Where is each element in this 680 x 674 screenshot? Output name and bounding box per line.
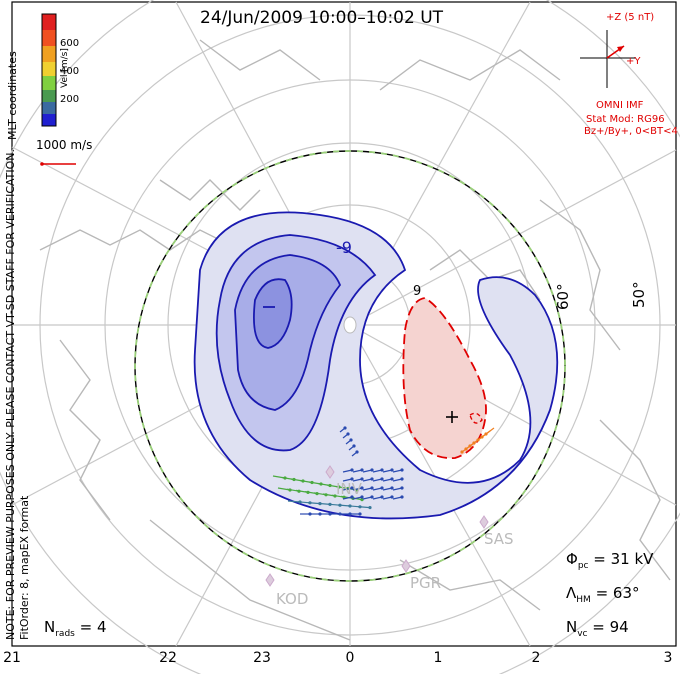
hm-boundary-green	[134, 150, 566, 582]
velocity-vector-origin	[350, 495, 354, 499]
velocity-vector-origin	[460, 450, 464, 454]
velocity-vector-origin	[370, 486, 374, 490]
colorbar-tick-200: 200	[60, 94, 80, 105]
lat-label-50: 50°	[630, 281, 648, 308]
velocity-vector-origin	[468, 444, 472, 448]
velocity-vector-origin	[370, 495, 374, 499]
n-rads-stat: Nrads = 4	[44, 618, 107, 639]
velocity-vector-origin	[346, 432, 350, 436]
phi-pc-stat: Φpc = 31 kV	[566, 550, 654, 571]
plot-border	[11, 1, 677, 647]
imf-condition: Bz+/By+, 0<BT<4	[584, 126, 678, 137]
mlt-tick-3: 3	[663, 650, 673, 666]
imf-clock	[580, 30, 636, 88]
velocity-colorbar	[41, 13, 57, 127]
velocity-vector-origin	[472, 441, 476, 445]
velocity-vector-origin	[350, 468, 354, 472]
velocity-vector-origin	[380, 468, 384, 472]
lambda-hm-stat: ΛHM = 63°	[566, 584, 640, 605]
velocity-vector-origin	[349, 438, 353, 442]
velocity-vector	[485, 427, 495, 435]
positive-convection-cell	[402, 297, 487, 459]
mlt-tick-2: 2	[531, 650, 541, 666]
velocity-vector-origin	[352, 444, 356, 448]
imf-y-label: +Y	[626, 56, 641, 67]
pole-marker	[343, 316, 357, 334]
coords-label: MLT coordinates	[6, 51, 19, 140]
colorbar-tick-400: 400	[60, 66, 80, 77]
velocity-vector-origin	[480, 435, 484, 439]
fit-info: FitOrder: 8, mapEX format	[18, 495, 31, 640]
velocity-vector	[357, 506, 371, 509]
velocity-vector-origin	[360, 486, 364, 490]
velocity-vector-origin	[400, 495, 404, 499]
velocity-vector-origin	[350, 477, 354, 481]
velocity-vector-origin	[368, 506, 372, 510]
station-inv: INV	[336, 480, 362, 498]
velocity-vector-origin	[484, 432, 488, 436]
velocity-vector-origin	[343, 426, 347, 430]
velocity-vector-origin	[380, 477, 384, 481]
preview-note: NOTE: FOR PREVIEW PURPOSES ONLY. PLEASE …	[4, 148, 17, 640]
positive-max-marker	[446, 411, 458, 423]
imf-source: OMNI IMF	[596, 100, 644, 111]
mlt-tick-22: 22	[159, 650, 177, 666]
mlt-tick-1: 1	[433, 650, 443, 666]
vector-scale	[40, 162, 76, 166]
velocity-vector-origin	[390, 486, 394, 490]
velocity-vector-origin	[360, 468, 364, 472]
velocity-vector-origin	[370, 468, 374, 472]
velocity-vector-origin	[358, 512, 362, 516]
negative-convection-cell	[193, 211, 559, 520]
station-kod: KOD	[276, 590, 309, 608]
imf-model: Stat Mod: RG96	[586, 114, 665, 125]
mlt-tick-23: 23	[253, 650, 271, 666]
velocity-vector-origin	[360, 498, 364, 502]
lat-label-60: 60°	[554, 283, 572, 310]
velocity-vector-origin	[476, 438, 480, 442]
velocity-vector-origin	[360, 477, 364, 481]
velocity-vectors	[272, 426, 495, 516]
velocity-vector-origin	[350, 486, 354, 490]
coastlines	[39, 39, 671, 641]
plot-title: 24/Jun/2009 10:00–10:02 UT	[200, 8, 444, 28]
station-sas: SAS	[484, 530, 514, 548]
velocity-vector-origin	[464, 447, 468, 451]
velocity-vector-origin	[400, 486, 404, 490]
velocity-vector-origin	[380, 486, 384, 490]
negative-contour-label: -9	[336, 238, 352, 257]
velocity-vector-origin	[370, 477, 374, 481]
velocity-vector-origin	[400, 477, 404, 481]
imf-z-label: +Z (5 nT)	[606, 12, 655, 23]
velocity-vector-origin	[390, 477, 394, 481]
velocity-vector-origin	[360, 495, 364, 499]
positive-contour-label: 9	[413, 284, 422, 299]
mlt-tick-21: 21	[3, 650, 21, 666]
station-pgr: PGR	[410, 574, 442, 592]
velocity-vector-origin	[355, 450, 359, 454]
n-vc-stat: Nvc = 94	[566, 618, 629, 639]
colorbar-tick-600: 600	[60, 38, 80, 49]
mlt-tick-0: 0	[345, 650, 355, 666]
velocity-vector-origin	[390, 495, 394, 499]
station-markers	[265, 465, 489, 587]
vector-scale-label: 1000 m/s	[36, 138, 93, 152]
velocity-vector-origin	[390, 468, 394, 472]
velocity-vector-origin	[400, 468, 404, 472]
velocity-vector-origin	[380, 495, 384, 499]
